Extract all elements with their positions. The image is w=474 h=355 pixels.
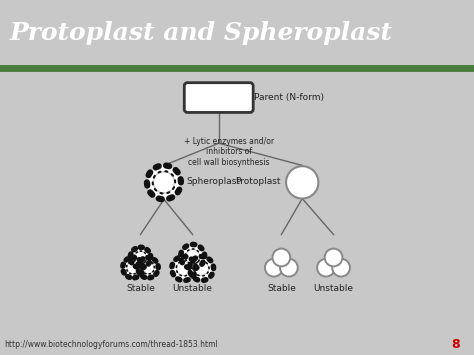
Circle shape [176,261,191,276]
Circle shape [181,245,205,268]
Circle shape [286,166,319,198]
FancyBboxPatch shape [184,83,253,113]
Circle shape [317,259,335,277]
Circle shape [172,256,196,280]
Text: + Lytic enzymes and/or
inhibitors of
cell wall biosynthesis: + Lytic enzymes and/or inhibitors of cel… [184,137,274,166]
Text: Protoplast and Spheroplast: Protoplast and Spheroplast [9,21,392,45]
Circle shape [185,249,200,264]
Circle shape [134,251,147,264]
Circle shape [177,262,190,275]
Circle shape [325,248,342,266]
Circle shape [138,257,158,278]
Text: Unstable: Unstable [173,284,213,293]
Circle shape [128,262,138,273]
Text: Parent (N-form): Parent (N-form) [254,93,324,102]
Circle shape [123,257,143,278]
Text: Spheroplast: Spheroplast [186,176,240,186]
Circle shape [273,248,290,266]
Circle shape [143,262,154,273]
Text: Unstable: Unstable [313,284,354,293]
Text: Protoplast: Protoplast [235,176,281,186]
Circle shape [135,252,146,263]
Circle shape [332,259,350,277]
Circle shape [154,173,174,192]
Text: http://www.biotechnologyforums.com/thread-1853.html: http://www.biotechnologyforums.com/threa… [5,340,219,349]
Circle shape [142,261,155,274]
Circle shape [147,165,181,199]
Circle shape [190,256,213,280]
Text: Stable: Stable [267,284,296,293]
Circle shape [130,247,151,268]
Circle shape [186,250,199,263]
Circle shape [280,259,298,277]
Circle shape [153,171,175,193]
Circle shape [195,262,208,275]
Text: 8: 8 [451,338,460,351]
Text: Stable: Stable [126,284,155,293]
Circle shape [265,259,283,277]
Circle shape [194,261,209,276]
Circle shape [127,261,139,274]
